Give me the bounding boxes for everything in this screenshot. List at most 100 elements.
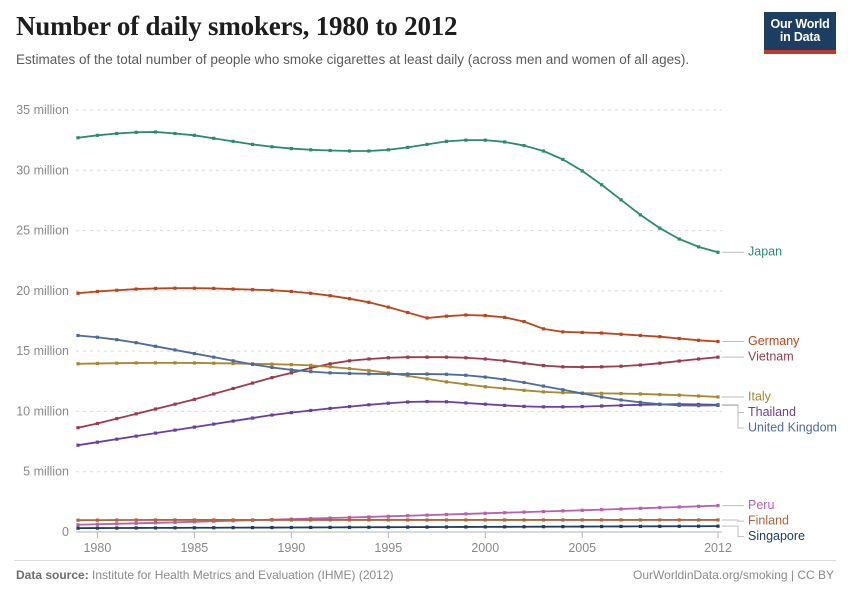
data-point[interactable]	[541, 525, 546, 529]
data-point[interactable]	[677, 237, 681, 241]
data-point[interactable]	[347, 371, 352, 376]
data-point[interactable]	[289, 146, 293, 151]
data-point[interactable]	[76, 333, 80, 338]
data-point[interactable]	[716, 503, 720, 508]
data-point[interactable]	[406, 525, 410, 529]
data-point[interactable]	[638, 518, 643, 522]
data-point[interactable]	[328, 406, 332, 411]
data-point[interactable]	[425, 355, 429, 359]
data-point[interactable]	[444, 139, 449, 143]
data-point[interactable]	[503, 377, 507, 382]
data-point[interactable]	[638, 333, 643, 338]
data-point[interactable]	[115, 417, 119, 421]
data-point[interactable]	[444, 525, 449, 529]
data-point[interactable]	[619, 507, 623, 511]
data-point[interactable]	[231, 526, 235, 530]
data-point[interactable]	[658, 226, 662, 230]
data-point[interactable]	[347, 525, 352, 529]
data-point[interactable]	[677, 359, 681, 363]
legend-label-thailand[interactable]: Thailand	[748, 405, 796, 419]
data-point[interactable]	[250, 142, 255, 146]
data-point[interactable]	[173, 520, 177, 524]
data-point[interactable]	[115, 518, 119, 522]
data-point[interactable]	[289, 411, 293, 415]
data-point[interactable]	[464, 401, 468, 405]
data-point[interactable]	[153, 526, 158, 530]
data-point[interactable]	[153, 344, 158, 348]
data-point[interactable]	[231, 518, 235, 522]
data-point[interactable]	[386, 525, 390, 529]
data-point[interactable]	[289, 371, 293, 375]
data-point[interactable]	[173, 286, 177, 290]
series-line[interactable]	[77, 400, 719, 447]
data-point[interactable]	[115, 522, 119, 526]
data-point[interactable]	[212, 518, 216, 522]
data-point[interactable]	[425, 372, 429, 376]
data-point[interactable]	[638, 524, 643, 528]
data-point[interactable]	[115, 361, 119, 365]
data-point[interactable]	[638, 400, 643, 404]
data-point[interactable]	[95, 526, 99, 530]
data-point[interactable]	[347, 367, 352, 371]
data-point[interactable]	[367, 300, 371, 304]
data-point[interactable]	[95, 421, 99, 426]
data-point[interactable]	[367, 515, 371, 519]
data-point[interactable]	[173, 518, 177, 522]
data-point[interactable]	[561, 330, 565, 334]
data-point[interactable]	[483, 385, 487, 389]
data-point[interactable]	[697, 338, 701, 342]
data-point[interactable]	[270, 525, 274, 530]
data-point[interactable]	[600, 365, 604, 369]
data-point[interactable]	[697, 245, 701, 249]
data-point[interactable]	[522, 388, 526, 392]
data-point[interactable]	[503, 386, 507, 391]
data-point[interactable]	[173, 526, 177, 530]
data-point[interactable]	[600, 508, 604, 512]
data-point[interactable]	[425, 525, 429, 529]
data-point[interactable]	[231, 419, 235, 423]
data-point[interactable]	[76, 526, 80, 530]
data-point[interactable]	[677, 393, 681, 397]
data-point[interactable]	[464, 525, 468, 529]
series-germany[interactable]	[76, 286, 720, 344]
data-point[interactable]	[658, 402, 662, 406]
data-point[interactable]	[658, 506, 662, 510]
data-point[interactable]	[464, 356, 468, 360]
data-point[interactable]	[231, 139, 235, 143]
data-point[interactable]	[561, 509, 565, 513]
chart-svg[interactable]: 0 5 million 10 million 15 million 20 million…	[0, 96, 850, 556]
data-point[interactable]	[541, 509, 546, 514]
data-point[interactable]	[541, 518, 546, 522]
data-point[interactable]	[483, 357, 487, 361]
data-point[interactable]	[561, 365, 565, 369]
data-point[interactable]	[76, 518, 80, 522]
data-point[interactable]	[173, 402, 177, 406]
data-point[interactable]	[522, 404, 526, 408]
data-point[interactable]	[658, 361, 662, 365]
data-point[interactable]	[76, 136, 80, 140]
data-point[interactable]	[192, 133, 196, 137]
data-point[interactable]	[192, 520, 196, 524]
data-point[interactable]	[328, 365, 332, 369]
data-point[interactable]	[192, 351, 196, 356]
data-point[interactable]	[192, 361, 196, 365]
data-point[interactable]	[367, 149, 371, 153]
data-point[interactable]	[270, 288, 274, 292]
data-point[interactable]	[309, 518, 313, 522]
data-point[interactable]	[367, 357, 371, 361]
data-point[interactable]	[115, 131, 119, 136]
data-point[interactable]	[406, 372, 410, 376]
data-point[interactable]	[95, 335, 99, 339]
data-point[interactable]	[716, 403, 720, 407]
data-point[interactable]	[134, 287, 138, 291]
owid-logo[interactable]: Our World in Data	[764, 12, 836, 54]
data-point[interactable]	[464, 382, 468, 386]
series-finland[interactable]	[76, 518, 720, 522]
data-point[interactable]	[192, 286, 196, 290]
data-point[interactable]	[619, 332, 623, 336]
data-point[interactable]	[76, 426, 80, 430]
data-point[interactable]	[522, 380, 526, 385]
data-point[interactable]	[464, 512, 468, 516]
data-point[interactable]	[289, 289, 293, 294]
data-point[interactable]	[658, 392, 662, 397]
